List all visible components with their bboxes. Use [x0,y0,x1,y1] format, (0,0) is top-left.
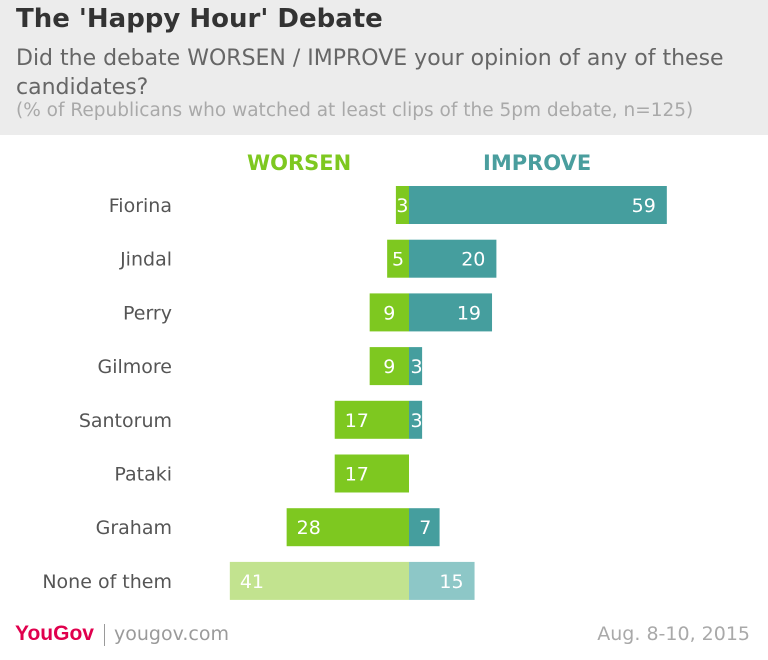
value-label-worsen: 17 [345,410,369,432]
bar-improve [409,186,667,224]
chart-title: The 'Happy Hour' Debate [16,4,383,34]
category-label: Jindal [119,249,172,271]
value-label-improve: 7 [419,517,431,539]
category-label: Perry [123,302,172,324]
value-label-worsen: 3 [396,195,408,217]
bar-worsen [334,454,409,493]
category-label: Graham [96,517,172,539]
chart-note: (% of Republicans who watched at least c… [16,100,694,121]
chart-subtitle: Did the debate WORSEN / IMPROVE your opi… [16,46,724,100]
value-label-worsen: 41 [240,571,264,593]
footer-site: yougov.com [114,623,229,645]
category-label: Pataki [114,464,172,486]
legend-improve: IMPROVE [483,151,592,175]
bar-improve [409,239,497,278]
value-label-worsen: 17 [345,464,369,486]
value-label-worsen: 28 [297,517,321,539]
bar-improve [409,561,475,600]
value-label-improve: 3 [411,356,423,378]
bar-improve [409,293,493,332]
bar-worsen [369,347,409,386]
value-label-improve: 59 [632,195,656,217]
category-label: Fiorina [109,195,172,217]
bar-worsen [369,293,409,332]
category-label: Santorum [79,410,172,432]
bar-improve [409,347,423,386]
value-label-worsen: 5 [392,249,404,271]
footer-date: Aug. 8-10, 2015 [597,623,750,645]
bar-improve [409,508,440,547]
value-label-improve: 19 [457,302,481,324]
value-label-improve: 15 [439,571,463,593]
bar-worsen [286,508,409,547]
header-band [0,0,768,135]
bar-worsen [387,239,409,278]
bar-worsen [229,561,409,600]
yougov-logo: YouGov [15,622,94,645]
footer-separator [104,624,105,646]
category-label: None of them [42,571,172,593]
bar-improve [409,400,423,439]
bar-worsen [334,400,409,439]
value-label-worsen: 9 [383,302,395,324]
bar-worsen [395,186,409,224]
legend-worsen: WORSEN [247,151,352,175]
value-label-improve: 3 [411,410,423,432]
value-label-improve: 20 [461,249,485,271]
category-label: Gilmore [98,356,173,378]
value-label-worsen: 9 [383,356,395,378]
